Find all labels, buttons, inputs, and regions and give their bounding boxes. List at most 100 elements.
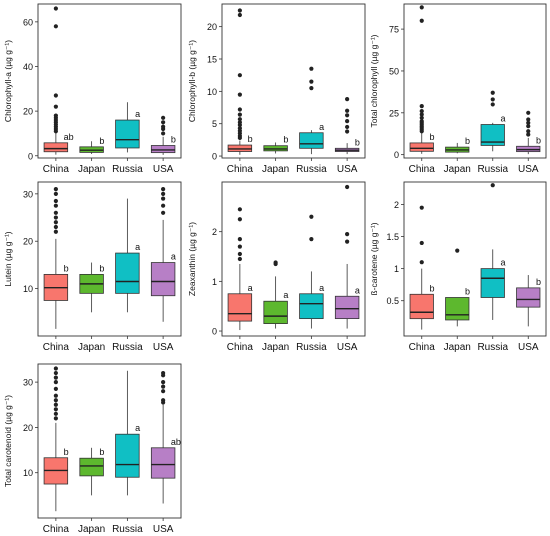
outlier-point [53, 220, 58, 225]
box-japan: b [79, 136, 104, 154]
outlier-point [419, 18, 424, 23]
outlier-point [53, 386, 58, 392]
box-china: b [409, 5, 434, 154]
outlier-point [526, 117, 531, 122]
outlier-point [237, 256, 242, 262]
outlier-point [161, 380, 166, 385]
y-tick-label: 5 [212, 119, 217, 129]
box-china: b [409, 205, 434, 330]
y-axis-label: Zeaxanthin (µg g⁻¹) [187, 222, 197, 296]
significance-letter: a [135, 423, 140, 433]
x-tick-label: China [227, 164, 254, 175]
x-tick-label: USA [153, 342, 174, 353]
significance-letter: ab [64, 132, 74, 142]
x-tick-label: China [43, 342, 70, 353]
box-china: a [227, 207, 253, 331]
x-tick-label: Russia [112, 342, 143, 353]
y-tick-label: 10 [23, 468, 33, 478]
significance-letter: a [500, 258, 505, 268]
outlier-point [237, 251, 242, 257]
outlier-point [345, 232, 350, 237]
box-china: ab [43, 6, 74, 155]
y-tick-label: 25 [389, 108, 399, 118]
significance-letter: a [135, 242, 140, 252]
significance-letter: ab [171, 437, 181, 447]
outlier-point [237, 107, 242, 112]
outlier-point [490, 90, 495, 95]
box-japan: b [79, 447, 104, 496]
outlier-point [237, 237, 242, 242]
significance-letter: b [536, 135, 541, 145]
outlier-point [237, 8, 242, 13]
outlier-point [161, 384, 166, 389]
outlier-point [419, 115, 424, 120]
box-iqr [115, 433, 140, 478]
outlier-point [53, 398, 58, 403]
outlier-point [53, 113, 58, 118]
outlier-point [345, 113, 350, 118]
x-tick-label: Japan [444, 164, 471, 175]
x-tick-label: Russia [112, 164, 143, 175]
x-tick-label: China [43, 524, 70, 535]
significance-letter: b [99, 447, 104, 457]
outlier-point [237, 244, 242, 249]
significance-letter: b [465, 287, 470, 297]
chart-panel-4: 10 20 30 Lutein (µg g⁻¹) b China b Japan a Russia… [3, 181, 182, 353]
outlier-point [53, 402, 58, 407]
x-tick-label: Japan [78, 342, 105, 353]
outlier-point [419, 5, 424, 10]
box-iqr [480, 124, 505, 146]
outlier-point [419, 112, 424, 117]
box-japan: b [263, 135, 288, 154]
box-iqr [115, 252, 140, 294]
y-tick-label: 75 [389, 25, 399, 35]
y-tick-label: 10 [207, 87, 217, 97]
x-tick-label: USA [518, 164, 539, 175]
box-usa: a [334, 184, 360, 329]
x-tick-label: Japan [78, 524, 105, 535]
box-japan: a [263, 260, 288, 329]
box-russia: a [115, 102, 140, 153]
y-tick-label: 0 [394, 150, 399, 160]
outlier-point [53, 210, 58, 215]
significance-letter: b [171, 135, 176, 145]
outlier-point [345, 108, 350, 113]
outlier-point [419, 260, 424, 265]
outlier-point [237, 92, 242, 97]
outlier-point [490, 183, 495, 188]
outlier-point [53, 370, 58, 376]
outlier-point [53, 6, 58, 11]
chart-panel-2: 0 5 10 15 20 Chlorophyll-b (µg g⁻¹) b China b Jap… [187, 3, 366, 175]
y-tick-label: 0 [212, 327, 217, 337]
outlier-point [526, 110, 531, 115]
box-usa: b [150, 115, 176, 155]
outlier-point [53, 407, 58, 412]
outlier-point [237, 120, 242, 125]
significance-letter: a [500, 114, 505, 124]
significance-letter: b [99, 136, 104, 146]
y-axis-label: Total chlorophyll (µg g⁻¹) [369, 34, 379, 127]
outlier-point [53, 224, 58, 230]
panel-frame [37, 3, 182, 159]
outlier-point [53, 203, 58, 208]
outlier-point [273, 260, 278, 265]
significance-letter: b [536, 277, 541, 287]
x-tick-label: Japan [262, 164, 289, 175]
x-tick-label: Russia [477, 164, 508, 175]
chart-panel-5: 0 1 2 Zeaxanthin (µg g⁻¹) a China a Japan a Russi… [187, 181, 366, 353]
outlier-point [345, 97, 350, 102]
outlier-point [419, 109, 424, 114]
panel-frame [221, 181, 366, 337]
x-tick-label: Russia [296, 342, 327, 353]
significance-letter: a [355, 285, 360, 295]
box-iqr [334, 295, 360, 320]
box-usa: b [334, 97, 360, 155]
box-iqr [79, 457, 104, 477]
outlier-point [309, 214, 314, 219]
y-tick-label: 1 [212, 277, 217, 287]
panel-frame [403, 3, 547, 159]
box-iqr [516, 287, 541, 308]
x-tick-label: Japan [444, 342, 471, 353]
significance-letter: b [248, 134, 253, 144]
